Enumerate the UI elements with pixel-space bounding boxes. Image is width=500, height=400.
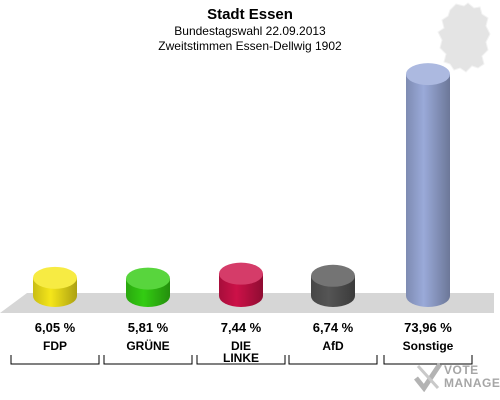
category-label: FDP [43,339,67,353]
category-label: Sonstige [403,339,454,353]
bar-top [33,266,77,289]
bar-grüne [126,267,170,307]
category-bracket [103,355,193,365]
logo-line-1: VOTE [444,363,479,377]
bars-group [33,63,450,308]
category-bracket [196,355,286,365]
category-brackets-group [10,355,473,365]
bar-sonstige [406,63,450,308]
value-label: 6,05 % [35,320,76,335]
chart-subtitle-election: Bundestagswahl 22.09.2013 [174,24,326,38]
bar-top [219,262,263,285]
value-labels-group: 6,05 % 5,81 % 7,44 % 6,74 % 73,96 % [35,320,453,335]
logo-line-2: MANAGER [444,376,500,390]
germany-map-icon [437,2,491,73]
value-label: 6,74 % [313,320,354,335]
bar-fdp [33,266,77,307]
bar-top [311,264,355,287]
value-label: 7,44 % [221,320,262,335]
category-label: LINKE [223,351,259,365]
category-bracket [288,355,378,365]
bar-top [406,63,450,86]
bar-top [126,267,170,290]
category-bracket [10,355,100,365]
category-label: GRÜNE [126,338,169,353]
bar-die-linke [219,262,263,307]
value-label: 73,96 % [404,320,452,335]
category-label: DIE [231,339,251,353]
bar-afd [311,264,355,307]
category-label: AfD [322,339,344,353]
chart-subtitle-district: Zweitstimmen Essen-Dellwig 1902 [158,39,342,53]
bar-body [406,74,450,308]
value-label: 5,81 % [128,320,169,335]
votemanager-logo: VOTE MANAGER [414,362,500,394]
checkmark-icon [414,362,443,393]
chart-title: Stadt Essen [207,6,293,23]
category-bracket [383,355,473,365]
